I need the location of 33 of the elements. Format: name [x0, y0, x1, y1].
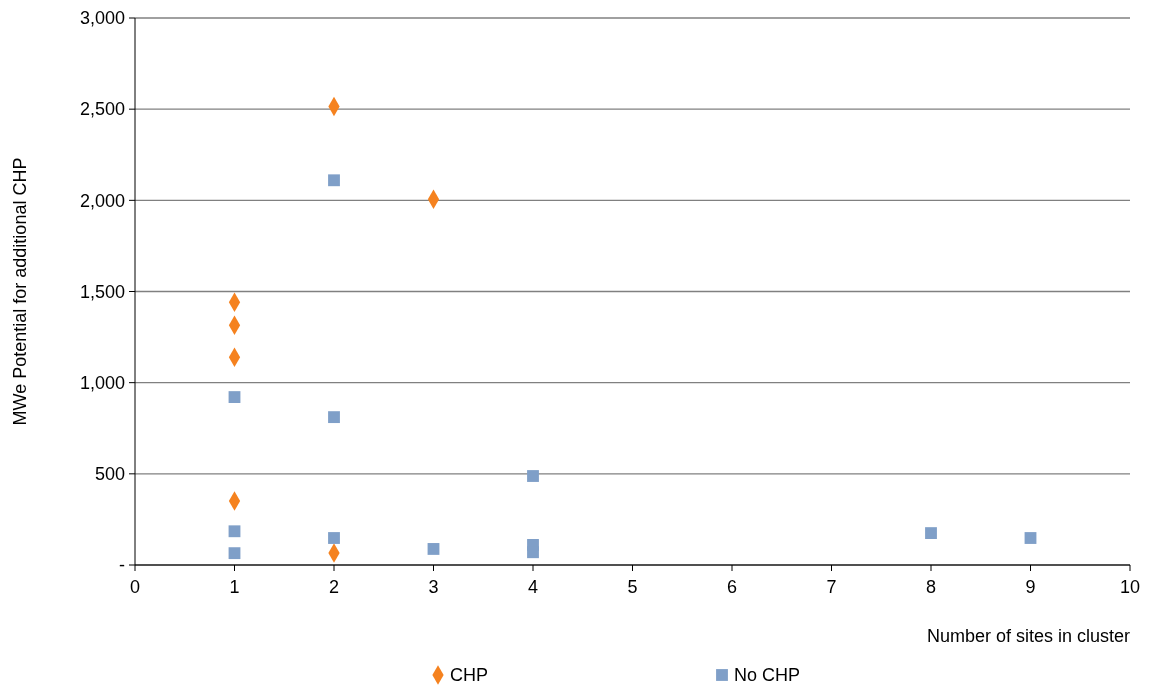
y-tick-label: 1,500 — [79, 281, 125, 302]
point — [328, 174, 340, 187]
x-tick-label: 10 — [1119, 577, 1141, 597]
y-tick-label: 3,000 — [79, 8, 125, 29]
x-tick-label: 7 — [826, 577, 837, 597]
point — [228, 525, 241, 538]
x-tick-label: 5 — [627, 577, 638, 597]
point — [228, 547, 241, 560]
y-tick-label: 1,000 — [79, 372, 125, 393]
legend-label: No CHP — [734, 665, 801, 686]
y-tick-label: 2,000 — [79, 190, 125, 211]
x-tick-label: 6 — [726, 577, 738, 597]
x-axis-title: Number of sites in cluster — [926, 626, 1130, 646]
y-tick-label: - — [119, 555, 125, 576]
point — [1024, 532, 1037, 544]
x-tick-label: 2 — [328, 577, 340, 597]
point — [925, 527, 937, 540]
x-tick-label: 0 — [129, 577, 141, 597]
point — [328, 411, 340, 424]
x-tick-label: 3 — [428, 577, 439, 597]
y-axis-title: MWe Potential for additional CHP — [10, 157, 30, 426]
point — [427, 543, 440, 555]
point — [328, 532, 340, 544]
point — [228, 391, 241, 403]
point — [527, 546, 539, 559]
x-tick-label: 9 — [1025, 577, 1036, 597]
y-tick-label: 500 — [94, 464, 125, 485]
point — [527, 470, 539, 482]
x-tick-label: 4 — [527, 577, 539, 597]
legend-label: CHP — [450, 665, 489, 686]
x-tick-label: 1 — [229, 577, 240, 597]
y-tick-label: 2,500 — [79, 99, 125, 120]
x-tick-label: 8 — [925, 577, 937, 597]
